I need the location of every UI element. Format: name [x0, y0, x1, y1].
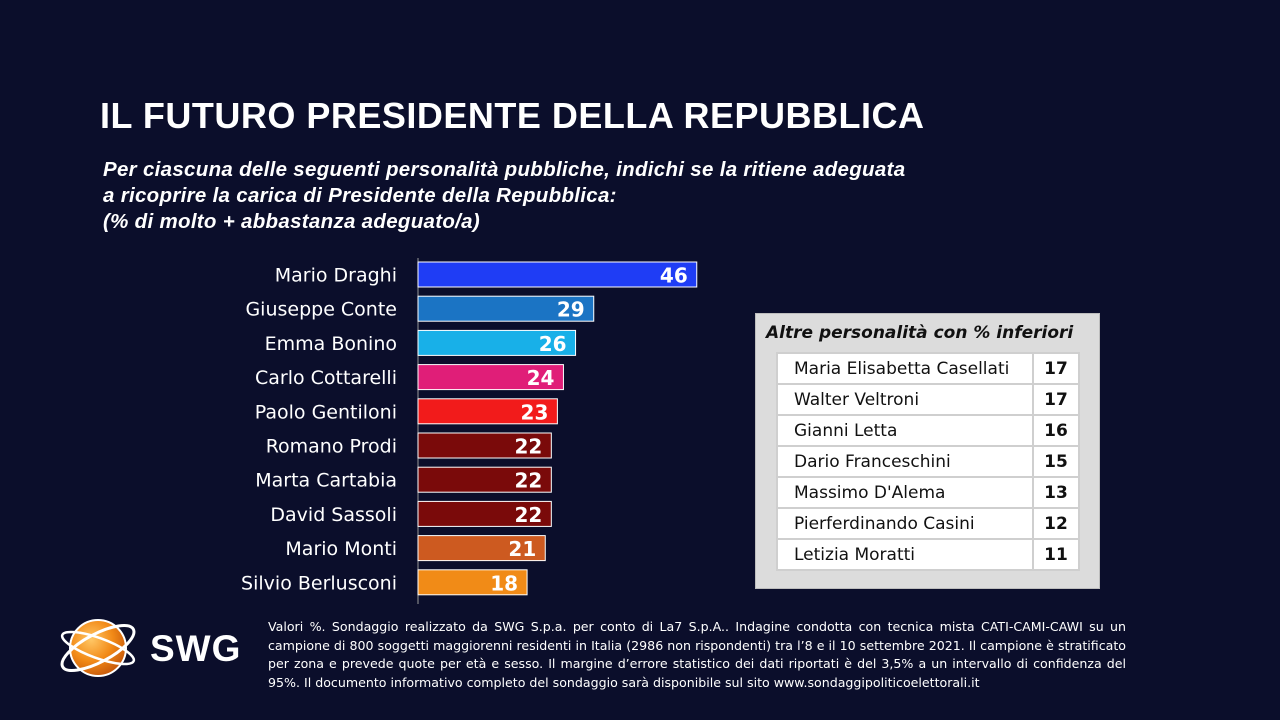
bar: [417, 261, 698, 288]
bar: [417, 329, 577, 356]
subtitle-line-2: a ricoprire la carica di Presidente dell…: [103, 184, 617, 207]
data-label: 24: [527, 366, 555, 390]
others-name: Dario Franceschini: [776, 445, 1034, 478]
bar: [417, 364, 564, 391]
data-label: 23: [521, 400, 549, 424]
category-label: David Sassoli: [270, 504, 397, 526]
others-value: 13: [1032, 476, 1080, 509]
category-label: Silvio Berlusconi: [241, 572, 397, 594]
others-value: 15: [1032, 445, 1080, 478]
data-label: 22: [514, 469, 542, 493]
category-label: Marta Cartabia: [255, 470, 397, 492]
category-label: Mario Draghi: [275, 265, 397, 287]
others-name: Gianni Letta: [776, 414, 1034, 447]
category-label: Mario Monti: [285, 538, 397, 560]
bar: [417, 432, 552, 459]
subtitle-line-3: (% di molto + abbastanza adeguato/a): [103, 210, 481, 233]
category-label: Giuseppe Conte: [245, 299, 397, 321]
logo-text: SWG: [150, 628, 242, 669]
others-panel: Altre personalità con % inferiori Maria …: [755, 313, 1100, 589]
others-name: Letizia Moratti: [776, 538, 1034, 571]
others-value: 17: [1032, 383, 1080, 416]
data-label: 26: [539, 332, 567, 356]
others-value: 12: [1032, 507, 1080, 540]
others-name: Massimo D'Alema: [776, 476, 1034, 509]
data-label: 46: [660, 264, 688, 288]
others-name: Maria Elisabetta Casellati: [776, 352, 1034, 385]
data-label: 22: [514, 503, 542, 527]
globe-logo-icon: [60, 619, 136, 677]
category-label: Carlo Cottarelli: [255, 367, 397, 389]
others-value: 11: [1032, 538, 1080, 571]
others-row: Gianni Letta 16: [776, 414, 1080, 447]
others-row: Dario Franceschini 15: [776, 445, 1080, 478]
bar: [417, 398, 558, 425]
others-table: Maria Elisabetta Casellati 17 Walter Velt…: [776, 352, 1080, 571]
bar: [417, 500, 552, 527]
data-label: 21: [508, 537, 536, 561]
data-label: 29: [557, 298, 585, 322]
bar: [417, 535, 546, 562]
bar: [417, 569, 528, 596]
others-title: Altre personalità con % inferiori: [766, 323, 1074, 343]
others-name: Walter Veltroni: [776, 383, 1034, 416]
bar: [417, 466, 552, 493]
data-label: 22: [514, 435, 542, 459]
others-row: Maria Elisabetta Casellati 17: [776, 352, 1080, 385]
others-row: Letizia Moratti 11: [776, 538, 1080, 571]
others-row: Massimo D'Alema 13: [776, 476, 1080, 509]
bar-chart: Mario Draghi 46 Giuseppe Conte 29 Emma Bonin…: [241, 258, 698, 604]
category-label: Romano Prodi: [266, 436, 397, 458]
bar: [417, 295, 595, 322]
data-label: 18: [490, 571, 518, 595]
page-title: IL FUTURO PRESIDENTE DELLA REPUBBLICA: [100, 95, 925, 136]
others-row: Walter Veltroni 17: [776, 383, 1080, 416]
others-name: Pierferdinando Casini: [776, 507, 1034, 540]
category-label: Paolo Gentiloni: [255, 401, 397, 423]
category-label: Emma Bonino: [265, 333, 397, 355]
footnote: Valori %. Sondaggio realizzato da SWG S.…: [268, 619, 1126, 690]
others-value: 17: [1032, 352, 1080, 385]
others-row: Pierferdinando Casini 12: [776, 507, 1080, 540]
subtitle-line-1: Per ciascuna delle seguenti personalità …: [103, 158, 906, 181]
others-value: 16: [1032, 414, 1080, 447]
